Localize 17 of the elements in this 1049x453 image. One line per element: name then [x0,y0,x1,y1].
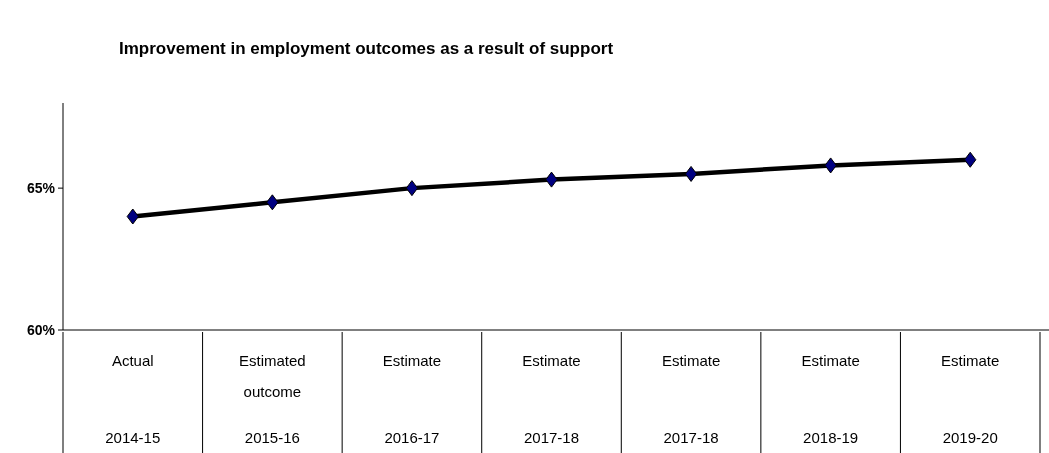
category-label: Estimate 2017-18 [522,352,581,446]
category-label: Estimate 2019-20 [941,352,1000,446]
category-label: Actual 2014-15 [105,352,161,446]
point [126,208,139,225]
y-tick-label: 65% [26,180,56,197]
category-label: Estimate 2017-18 [661,352,721,446]
point [405,180,419,197]
point [964,151,977,168]
category-label: Estimate 2016-17 [382,352,442,446]
chart-title: Improvement in employment outcomes as a result of support [119,39,614,58]
point [545,171,558,188]
category-label: Estimated outcome 2015-16 [239,352,306,446]
category-label: Estimate 2018-19 [801,352,860,446]
point [684,165,698,182]
point [266,194,279,211]
point [824,157,837,174]
y-tick-label: 60% [26,321,56,338]
